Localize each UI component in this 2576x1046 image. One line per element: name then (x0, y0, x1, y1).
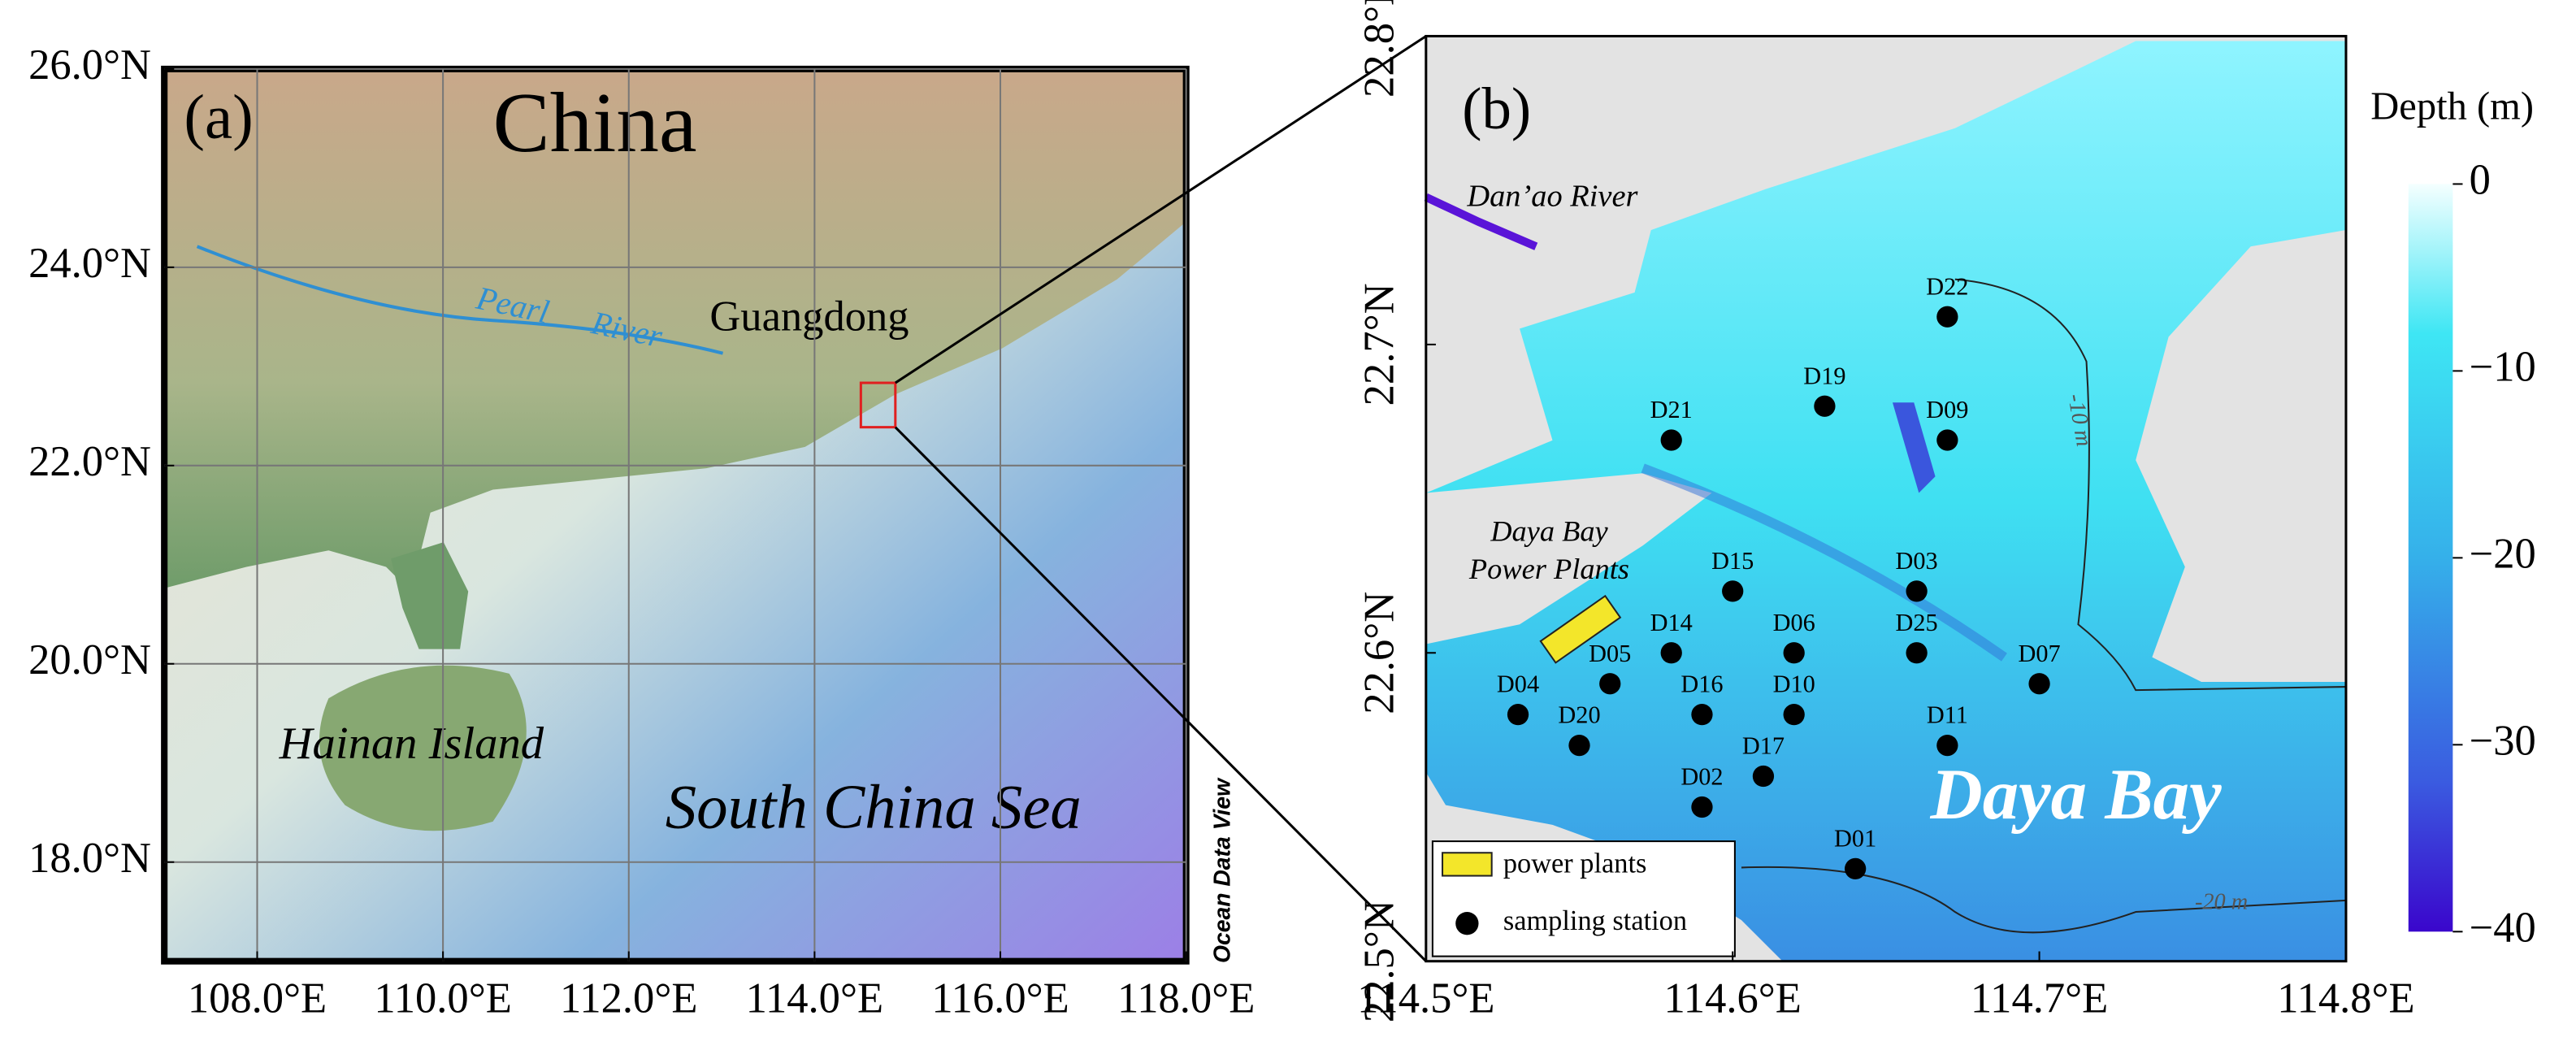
pearl-river (196, 245, 724, 355)
x-tick-label: 114.8°E (2277, 974, 2414, 1022)
station (1936, 734, 1958, 757)
colorbar-title: Depth (m) (2370, 85, 2534, 128)
station-label: D04 (1497, 671, 1539, 698)
colorbar-scale (2408, 184, 2453, 932)
panel-b: -10 m -20 m Dan’ao River Daya Bay Power … (1424, 34, 2348, 963)
colorbar: Depth (m) 0 −10 −20 −30 −40 (2370, 85, 2535, 952)
station-label: D10 (1773, 671, 1815, 698)
y-tick-label: 20.0°N (28, 636, 151, 684)
contour-label: -20 m (2195, 889, 2248, 914)
place-label: South China Sea (666, 772, 1082, 841)
station (1936, 306, 1958, 328)
x-tick-label: 118.0°E (1117, 974, 1255, 1022)
x-tick-label: 114.7°E (1971, 974, 2108, 1022)
colorbar-tick-label: −40 (2470, 904, 2536, 951)
legend-label: sampling station (1503, 905, 1687, 936)
x-tick-label: 112.0°E (560, 974, 697, 1022)
panel-label: (a) (184, 82, 253, 151)
legend-swatch (1455, 912, 1479, 935)
x-tick-label: 114.0°E (746, 974, 883, 1022)
station (1660, 429, 1682, 451)
colorbar-tick-label: −30 (2470, 717, 2536, 764)
colorbar-tick-label: −10 (2470, 343, 2536, 390)
plant-label: Power Plants (1468, 553, 1629, 585)
station (1783, 642, 1805, 664)
station (1691, 796, 1713, 818)
connector (894, 426, 1427, 962)
station (1814, 395, 1836, 417)
station-label: D01 (1834, 824, 1876, 852)
credit: Ocean Data View (1209, 777, 1235, 963)
station (1568, 734, 1590, 757)
peninsula (391, 542, 469, 649)
station-label: D15 (1711, 547, 1754, 575)
legend-swatch (1442, 852, 1493, 877)
inset-box (859, 381, 897, 429)
station (1906, 580, 1928, 602)
x-tick-label: 114.5°E (1357, 974, 1494, 1022)
station (1752, 765, 1775, 788)
station-label: D22 (1926, 272, 1968, 300)
y-tick-label: 22.5°N (1355, 900, 1403, 1022)
panel-label: (b) (1462, 76, 1531, 141)
y-tick-label: 22.8°N (1355, 0, 1403, 98)
contour (1954, 278, 2346, 692)
channel (1641, 463, 2007, 662)
sea (1425, 41, 2346, 961)
y-tick-label: 22.6°N (1355, 592, 1403, 714)
station (1507, 704, 1529, 726)
station (2028, 673, 2050, 695)
station (1906, 642, 1928, 664)
river (1424, 193, 1538, 250)
y-tick-label: 22.7°N (1355, 283, 1403, 406)
contour (1741, 866, 2347, 934)
station-label: D09 (1926, 396, 1968, 423)
bay-label: Daya Bay (1929, 755, 2222, 835)
place-label: China (493, 75, 697, 170)
y-tick-label: 26.0°N (28, 41, 151, 89)
colorbar-tick-label: −20 (2470, 530, 2536, 577)
y-tick-label: 24.0°N (28, 240, 151, 287)
connector (894, 35, 1427, 384)
place-label: Guangdong (709, 293, 909, 340)
station (1845, 857, 1867, 880)
x-tick-label: 110.0°E (374, 974, 511, 1022)
station-label: D05 (1589, 640, 1631, 667)
station-label: D11 (1927, 701, 1968, 729)
station-label: D20 (1558, 701, 1600, 729)
station-label: D06 (1773, 609, 1815, 636)
y-tick-label: 18.0°N (28, 835, 151, 882)
station (1691, 704, 1713, 726)
x-tick-label: 116.0°E (931, 974, 1069, 1022)
station-label: D16 (1680, 671, 1723, 698)
river-label: Dan’ao River (1466, 179, 1638, 213)
station-label: D21 (1650, 396, 1693, 423)
station (1599, 673, 1621, 695)
legend-label: power plants (1503, 848, 1647, 879)
station-label: D02 (1680, 763, 1723, 791)
station (1660, 642, 1682, 664)
station-label: D17 (1742, 732, 1785, 760)
hainan (319, 665, 527, 831)
station (1936, 429, 1958, 451)
channel (1892, 402, 1936, 493)
station-label: D03 (1896, 547, 1938, 575)
power-plant (1539, 594, 1622, 664)
station (1783, 704, 1805, 726)
frame (1425, 34, 2348, 963)
station-label: D19 (1803, 362, 1845, 389)
place-label: Hainan Island (279, 718, 544, 769)
plant-label: Daya Bay (1490, 514, 1608, 547)
station-label: D07 (2018, 640, 2060, 667)
x-tick-label: 108.0°E (188, 974, 327, 1022)
panel-a: (a) China Guangdong Pearl River Hainan I… (161, 65, 1235, 965)
station-label: D14 (1650, 609, 1693, 636)
colorbar-tick-label: 0 (2470, 156, 2491, 203)
y-tick-label: 22.0°N (28, 438, 151, 485)
x-tick-label: 114.6°E (1663, 974, 1801, 1022)
station-label: D25 (1896, 609, 1938, 636)
land (164, 68, 1186, 592)
station (1722, 580, 1744, 602)
